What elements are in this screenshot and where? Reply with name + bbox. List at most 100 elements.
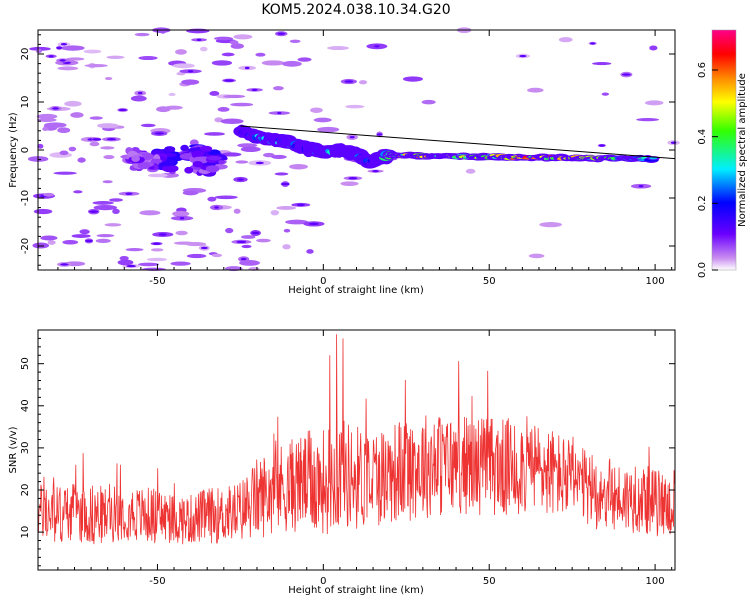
noise-blob — [106, 55, 125, 59]
noise-blob — [44, 122, 67, 128]
x-tick-label: 100 — [646, 576, 665, 587]
y-tick-label: 40 — [20, 399, 31, 412]
noise-core — [244, 66, 250, 70]
y-tick-label: 20 — [20, 48, 31, 61]
noise-blob — [66, 57, 85, 61]
noise-core — [236, 240, 247, 244]
noise-blob — [276, 206, 297, 210]
noise-blob — [220, 118, 244, 125]
noise-blob — [138, 56, 158, 61]
noise-blob — [221, 52, 235, 57]
noise-blob — [97, 123, 119, 129]
colorbar-ticks: 0.0 0.2 0.4 0.6 — [697, 62, 718, 278]
colorbar-gradient — [712, 30, 736, 270]
trend-line — [240, 125, 676, 160]
noise-blob — [168, 92, 176, 97]
noise-blob — [59, 150, 69, 156]
snr-xlabel: Height of straight line (km) — [288, 585, 424, 596]
colorbar-tick-label: 0.0 — [697, 262, 708, 278]
noise-core — [196, 38, 202, 42]
y-tick-label: 50 — [20, 357, 31, 370]
noise-blob — [130, 95, 147, 102]
noise-blob — [79, 229, 90, 235]
x-tick-label: 0 — [320, 576, 326, 587]
noise-core — [598, 144, 606, 147]
cluster-blob — [184, 166, 194, 174]
noise-blob — [119, 255, 129, 261]
noise-blob — [282, 244, 291, 250]
colorbar-tick-label: 0.6 — [697, 62, 708, 78]
noise-core — [137, 91, 143, 95]
y-tick-label: 0 — [20, 147, 31, 153]
noise-core — [296, 203, 305, 207]
y-tick-label: -20 — [20, 238, 31, 254]
cluster-blob — [164, 146, 176, 153]
cluster-blob — [192, 160, 204, 168]
cluster-blob — [137, 162, 150, 170]
noise-blob — [32, 242, 50, 249]
noise-core — [344, 80, 354, 83]
noise-core — [214, 206, 219, 209]
noise-blob — [33, 208, 53, 215]
noise-blob — [176, 72, 186, 76]
noise-blob — [465, 168, 476, 174]
noise-blob — [421, 99, 436, 105]
noise-blob — [273, 86, 284, 91]
noise-core — [60, 43, 68, 46]
noise-core — [85, 239, 93, 243]
noise-blob — [181, 79, 200, 85]
noise-blob — [140, 123, 156, 128]
noise-blob — [37, 118, 57, 123]
noise-blob — [64, 100, 82, 107]
noise-blob — [207, 196, 217, 202]
noise-blob — [170, 261, 191, 266]
noise-core — [670, 141, 677, 144]
noise-core — [200, 246, 208, 250]
noise-core — [251, 88, 258, 92]
noise-core — [126, 264, 136, 268]
noise-core — [154, 132, 165, 135]
y-tick-label: 20 — [20, 484, 31, 497]
noise-blob — [592, 62, 612, 66]
noise-core — [638, 184, 644, 188]
noise-blob — [175, 49, 187, 55]
snr-background — [38, 330, 675, 570]
noise-core — [308, 222, 319, 226]
noise-blob — [528, 253, 545, 259]
noise-blob — [186, 28, 210, 34]
noise-blob — [649, 45, 658, 51]
cluster-blob — [150, 158, 163, 164]
noise-core — [280, 182, 290, 186]
noise-blob — [151, 248, 164, 252]
spectrogram-marks — [27, 27, 680, 272]
noise-core — [179, 217, 185, 220]
noise-blob — [147, 173, 168, 178]
noise-blob — [241, 235, 256, 239]
noise-core — [240, 257, 247, 261]
noise-core — [52, 107, 59, 110]
snr-series-line — [37, 334, 676, 545]
noise-blob — [84, 64, 108, 68]
noise-core — [152, 242, 161, 245]
noise-blob — [274, 172, 289, 176]
noise-blob — [221, 152, 242, 157]
noise-blob — [42, 127, 49, 131]
cluster-blob — [180, 144, 189, 152]
noise-blob — [217, 107, 230, 112]
snr-panel: -50 0 50 100 10 20 30 40 50 Height of straight l… — [8, 329, 676, 596]
noise-blob — [317, 126, 340, 133]
noise-blob — [310, 107, 323, 113]
colorbar-tick-label: 0.2 — [697, 195, 708, 211]
noise-blob — [175, 230, 188, 236]
noise-blob — [261, 60, 285, 66]
noise-blob — [211, 60, 233, 66]
noise-core — [348, 177, 358, 180]
noise-blob — [240, 146, 261, 153]
noise-blob — [47, 240, 56, 245]
noise-core — [106, 138, 117, 141]
noise-blob — [103, 155, 115, 160]
noise-blob — [95, 238, 111, 243]
x-tick-label: 0 — [320, 276, 326, 287]
x-tick-label: 50 — [483, 276, 496, 287]
spectrogram-panel: -50 0 50 100 -20 -10 0 10 20 Height of straight … — [8, 27, 680, 296]
